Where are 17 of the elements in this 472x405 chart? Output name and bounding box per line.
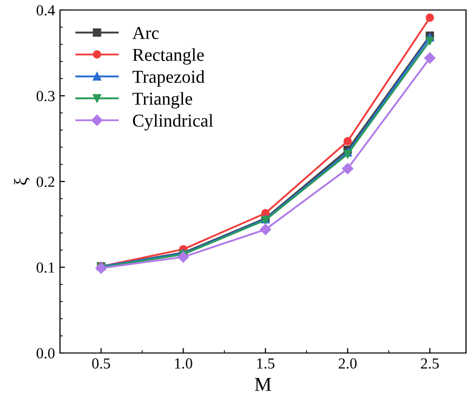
legend-label: Triangle	[132, 92, 192, 109]
x-tick-label: 1.5	[257, 358, 274, 369]
legend-label: Trapezoid	[132, 70, 205, 87]
x-tick-label: 0.5	[92, 358, 110, 369]
x-tick-label: 2.5	[420, 358, 439, 369]
y-tick-label: 0.3	[36, 90, 55, 102]
x-axis-title: M	[254, 378, 272, 391]
y-tick-label: 0.1	[36, 262, 54, 273]
legend-label: Rectangle	[132, 48, 204, 65]
x-tick-label: 1.0	[175, 358, 192, 369]
x-tick-label: 2.0	[338, 358, 357, 369]
y-tick-label: 0.2	[36, 176, 54, 188]
legend-label: Arc	[132, 26, 159, 40]
legend-label: Cylindrical	[132, 114, 214, 130]
y-axis-title: ξ	[14, 178, 30, 185]
y-tick-label: 0.4	[36, 5, 55, 16]
y-tick-label: 0.0	[36, 348, 55, 359]
